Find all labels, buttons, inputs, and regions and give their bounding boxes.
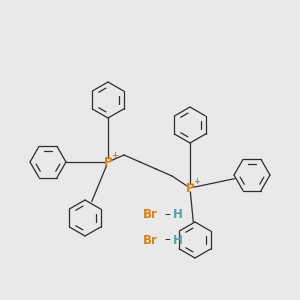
Text: Br: Br (142, 233, 158, 247)
Text: +: + (194, 176, 200, 185)
Text: +: + (112, 151, 118, 160)
Text: H: H (173, 233, 183, 247)
Text: –: – (164, 208, 170, 221)
Text: –: – (164, 233, 170, 247)
Text: Br: Br (142, 208, 158, 221)
Text: H: H (173, 208, 183, 221)
Text: P: P (104, 155, 112, 169)
Text: P: P (186, 182, 194, 194)
